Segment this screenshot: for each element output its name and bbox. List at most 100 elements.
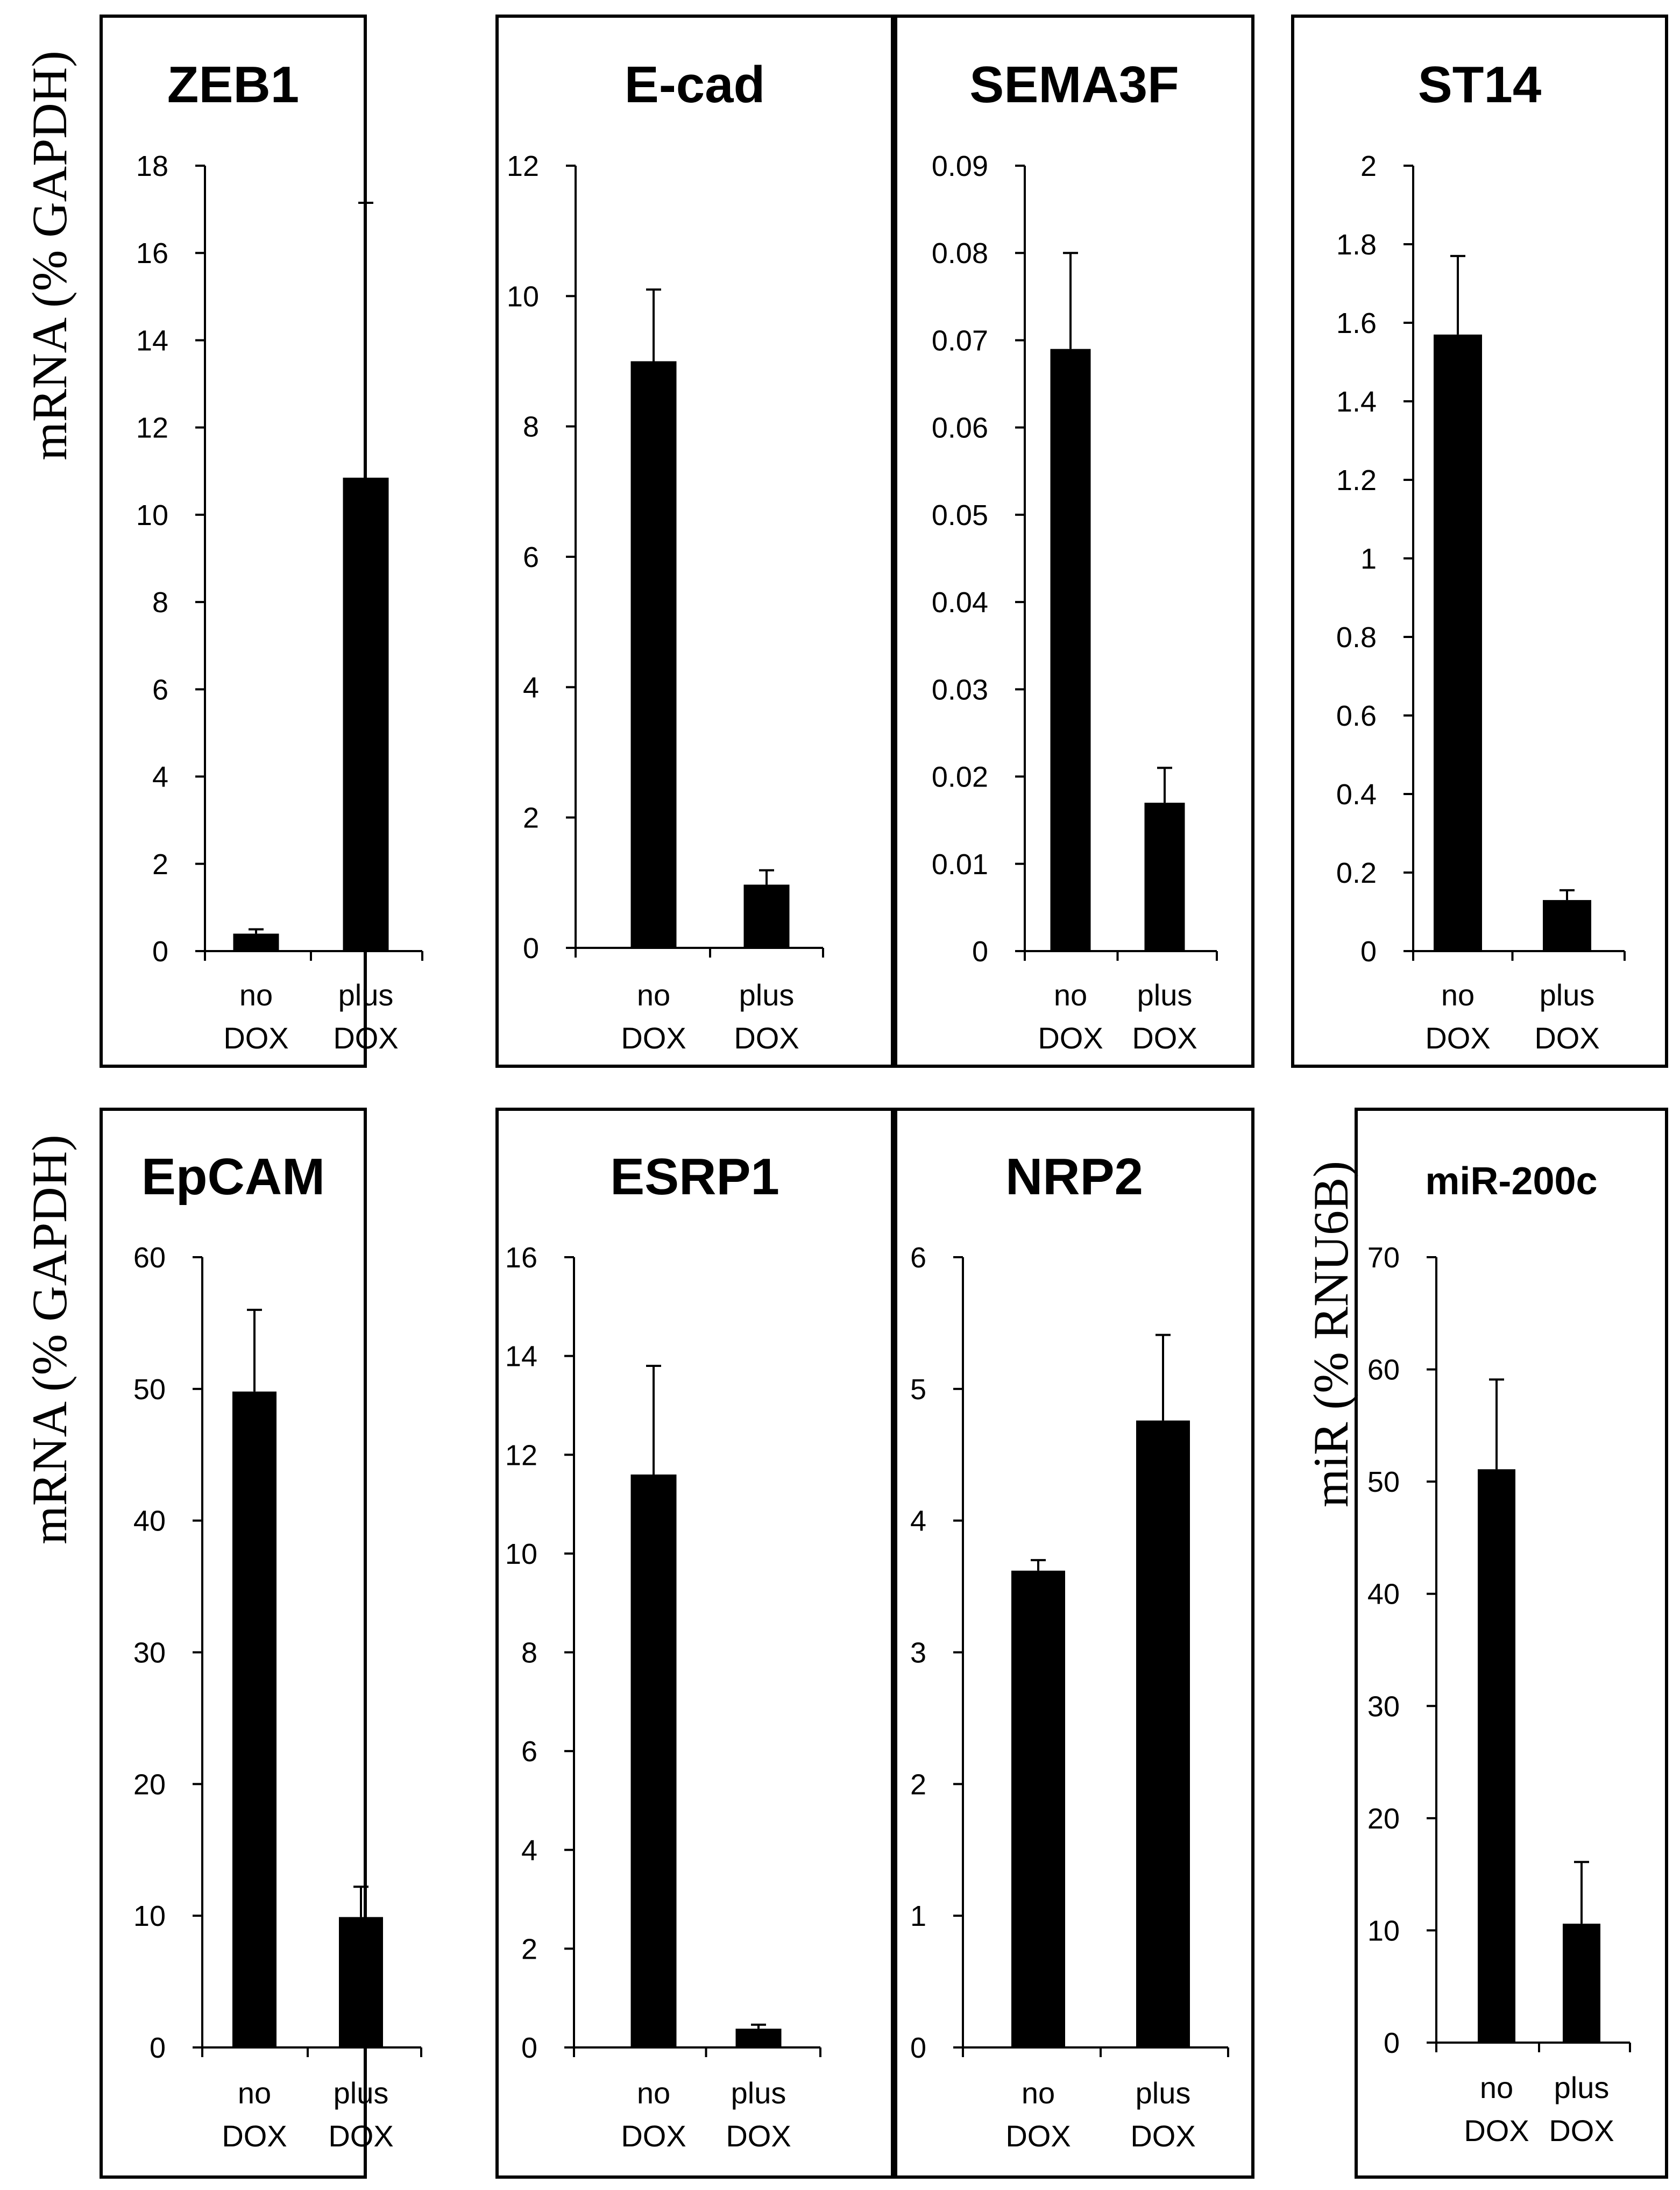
y-axis-label-bottom-row: mRNA (% GAPDH) <box>22 1135 77 1544</box>
panel-frame <box>894 1108 1254 2179</box>
chart-panel-st14: ST14 0 0.2 0.4 0.6 0.8 1 1.2 1.4 1.6 1.8 2 no DOX plus… <box>1291 15 1668 1068</box>
y-tick-label: 40 <box>1367 1578 1400 1611</box>
panel-frame <box>495 15 894 1068</box>
category-label: plus <box>1136 2076 1191 2110</box>
y-tick-label: 10 <box>136 499 168 531</box>
y-tick-label: 12 <box>505 1439 537 1471</box>
bar-no-dox <box>232 1391 277 2047</box>
category-label: plus <box>334 2076 389 2110</box>
panel-frame <box>1291 15 1668 1068</box>
y-tick-label: 1.6 <box>1336 307 1377 339</box>
chart-panel-nrp2: NRP2 0 1 2 3 4 5 6 no DOX plus DOX <box>894 1108 1254 2179</box>
y-tick-label: 50 <box>133 1373 166 1406</box>
y-tick-label: 18 <box>136 150 168 182</box>
y-tick-label: 0.2 <box>1336 857 1377 889</box>
chart-title: miR-200c <box>1425 1160 1597 1203</box>
bar-plus-dox <box>735 2029 782 2047</box>
y-tick-label: 60 <box>133 1242 166 1274</box>
category-label: plus <box>739 978 795 1012</box>
chart-panel-esrp1: ESRP1 0 2 4 6 8 10 12 14 16 no DOX plus DOX <box>495 1108 894 2179</box>
bar-plus-dox <box>1563 1923 1600 2043</box>
category-label: DOX <box>1425 1021 1490 1055</box>
panel-frame <box>894 15 1254 1068</box>
y-tick-label: 0 <box>1384 2027 1400 2059</box>
y-tick-label: 0 <box>523 932 539 965</box>
y-tick-label: 30 <box>1367 1690 1400 1723</box>
chart-panel-mir-200c: miR-200c 0 10 20 30 40 50 60 70 no DOX plus DOX <box>1355 1108 1668 2179</box>
y-tick-label: 0 <box>521 2032 537 2064</box>
y-tick-label: 12 <box>136 412 168 444</box>
y-tick-label: 6 <box>910 1242 926 1274</box>
y-tick-label: 0 <box>972 935 988 968</box>
panel-frame <box>100 1108 367 2179</box>
category-label: plus <box>1554 2071 1610 2104</box>
y-axis-label-mir: miR (% RNU6B) <box>1303 1161 1358 1507</box>
category-label: no <box>637 978 670 1012</box>
y-tick-label: 70 <box>1367 1242 1400 1274</box>
category-label: DOX <box>1549 2114 1614 2148</box>
y-tick-label: 0 <box>152 935 168 968</box>
y-tick-label: 10 <box>133 1900 166 1932</box>
chart-panel-e-cad: E-cad 0 2 4 6 8 10 12 no DOX plus DOX <box>495 15 894 1068</box>
bar-no-dox <box>630 1474 677 2047</box>
bar-plus-dox <box>743 884 790 948</box>
y-tick-label: 0.6 <box>1336 700 1377 732</box>
y-tick-label: 6 <box>523 541 539 573</box>
category-label: DOX <box>621 2119 686 2153</box>
chart-title: ST14 <box>1418 56 1541 114</box>
chart-panel-sema3f: SEMA3F 0 0.01 0.02 0.03 0.04 0.05 0.06 0.07 0.08 0… <box>894 15 1254 1068</box>
bar-no-dox <box>1478 1469 1515 2043</box>
y-tick-label: 0.01 <box>932 848 988 881</box>
y-tick-label: 0.8 <box>1336 621 1377 654</box>
category-label: DOX <box>328 2119 393 2153</box>
y-tick-label: 14 <box>136 324 168 357</box>
y-tick-label: 1 <box>1360 543 1377 575</box>
y-tick-label: 10 <box>507 280 539 313</box>
y-tick-label: 0 <box>150 2032 166 2064</box>
category-label: DOX <box>734 1021 799 1055</box>
y-tick-label: 2 <box>1360 150 1377 182</box>
y-tick-label: 6 <box>152 674 168 706</box>
y-tick-label: 1.8 <box>1336 229 1377 261</box>
y-tick-label: 60 <box>1367 1354 1400 1386</box>
bar-no-dox <box>1050 349 1091 951</box>
y-tick-label: 10 <box>505 1538 537 1570</box>
chart-title: ZEB1 <box>167 56 299 114</box>
bar-no-dox <box>233 933 279 951</box>
y-axis-label-top-row: mRNA (% GAPDH) <box>22 51 77 460</box>
bar-no-dox <box>1434 334 1482 951</box>
category-label: DOX <box>1464 2114 1529 2148</box>
chart-panel-zeb1: ZEB1 0 2 4 6 8 10 12 14 16 18 no DOX plus DOX <box>100 15 423 1068</box>
y-tick-label: 5 <box>910 1373 926 1406</box>
category-label: DOX <box>1130 2119 1195 2153</box>
category-label: DOX <box>1005 2119 1071 2153</box>
category-label: plus <box>1137 978 1193 1012</box>
y-tick-label: 0.06 <box>932 412 988 444</box>
y-tick-label: 2 <box>523 802 539 834</box>
y-tick-label: 50 <box>1367 1466 1400 1498</box>
y-tick-label: 0.07 <box>932 324 988 357</box>
chart-title: SEMA3F <box>969 56 1179 114</box>
y-tick-label: 14 <box>505 1341 537 1373</box>
bar-plus-dox <box>1136 1420 1190 2047</box>
category-label: plus <box>338 978 394 1012</box>
panel-frame <box>495 1108 894 2179</box>
bar-no-dox <box>1011 1570 1065 2047</box>
y-tick-label: 4 <box>152 761 168 793</box>
y-tick-label: 0 <box>910 2032 926 2064</box>
category-label: DOX <box>1534 1021 1599 1055</box>
y-tick-label: 12 <box>507 150 539 182</box>
y-tick-label: 0.03 <box>932 674 988 706</box>
bar-plus-dox <box>1543 900 1591 951</box>
category-label: plus <box>731 2076 786 2110</box>
y-tick-label: 8 <box>523 411 539 443</box>
category-label: no <box>1441 978 1475 1012</box>
y-tick-label: 30 <box>133 1637 166 1669</box>
category-label: DOX <box>333 1021 398 1055</box>
chart-title: E-cad <box>625 56 765 114</box>
y-tick-label: 4 <box>521 1834 537 1867</box>
y-tick-label: 0.09 <box>932 150 988 182</box>
y-tick-label: 0.08 <box>932 237 988 270</box>
chart-title: EpCAM <box>141 1148 325 1206</box>
y-tick-label: 20 <box>133 1768 166 1801</box>
